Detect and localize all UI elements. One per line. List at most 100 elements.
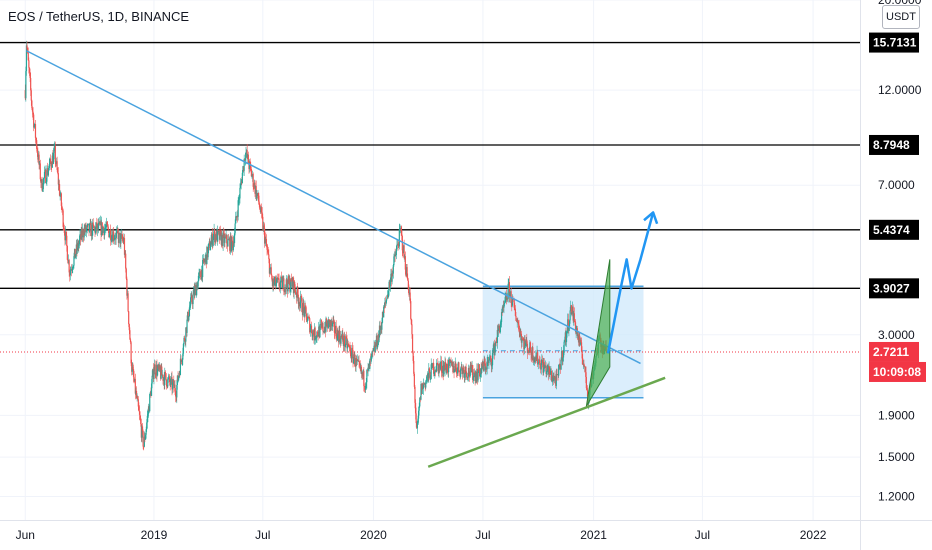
candle-body <box>390 273 393 282</box>
candle-body <box>440 361 443 372</box>
candle <box>347 339 349 353</box>
candle-body <box>579 340 581 345</box>
candle-body <box>389 279 391 287</box>
candle <box>325 316 327 333</box>
candle-body <box>47 171 49 175</box>
candle-body <box>479 368 482 378</box>
candle-body <box>194 285 197 288</box>
candle-body <box>498 325 500 329</box>
candle-body <box>428 368 430 378</box>
candle-body <box>560 359 562 370</box>
candle-body <box>81 229 83 238</box>
candle-body <box>346 338 348 349</box>
candle-body <box>43 171 46 178</box>
candle-body <box>65 231 67 236</box>
candle <box>108 231 111 239</box>
candle-body <box>66 246 68 260</box>
candle-body <box>118 232 120 243</box>
candle-body <box>120 233 123 235</box>
candle-body <box>373 345 375 349</box>
candle-body <box>212 234 215 241</box>
candle-body <box>111 234 113 241</box>
candle-body <box>164 371 166 386</box>
candle <box>57 167 59 191</box>
candle-body <box>336 336 338 341</box>
candle-body <box>239 187 241 199</box>
candle-body <box>76 242 79 251</box>
candle-body <box>528 351 530 353</box>
candle-body <box>263 225 265 229</box>
candle <box>108 229 110 238</box>
candle <box>113 226 115 245</box>
candle <box>361 369 363 380</box>
candle-body <box>397 243 399 246</box>
candle <box>172 378 174 394</box>
candle <box>73 252 75 269</box>
candle <box>370 355 372 364</box>
candle-body <box>108 233 111 238</box>
candle-body <box>336 329 338 341</box>
candle <box>531 351 533 363</box>
candle <box>564 336 566 343</box>
candle-body <box>220 232 222 245</box>
candle <box>312 329 314 336</box>
candle-body <box>548 366 550 375</box>
candle-body <box>459 371 461 377</box>
candle <box>350 351 352 363</box>
candle <box>156 364 159 377</box>
candle-body <box>428 368 430 373</box>
candle-body <box>162 377 165 381</box>
candle <box>497 323 500 338</box>
candle <box>381 317 383 335</box>
candle-body <box>184 340 186 342</box>
candle <box>73 248 76 259</box>
candle-body <box>174 384 176 392</box>
candle <box>463 365 465 374</box>
candle-body <box>348 344 350 346</box>
candle-body <box>574 320 576 323</box>
candle <box>453 361 455 379</box>
candle <box>215 232 217 244</box>
candle <box>219 230 221 241</box>
candle-body <box>585 376 587 389</box>
candle-body <box>69 272 71 276</box>
candle-body <box>583 365 586 367</box>
candle <box>363 367 365 392</box>
candle-body <box>482 366 485 371</box>
candle <box>303 299 305 313</box>
candle-body <box>64 231 67 241</box>
candle <box>29 68 31 82</box>
candle-body <box>522 339 524 341</box>
candle <box>566 326 568 338</box>
candle-body <box>68 260 70 273</box>
candle <box>87 223 89 228</box>
candle-body <box>440 361 442 366</box>
candle <box>511 300 513 312</box>
candle <box>491 362 493 372</box>
candle-body <box>517 320 519 322</box>
candle <box>514 302 516 311</box>
candle-body <box>559 364 561 368</box>
candle <box>283 289 286 295</box>
candle <box>487 356 489 366</box>
quote-currency-button[interactable]: USDT <box>882 5 920 29</box>
candle-body <box>556 374 559 375</box>
candle <box>201 269 203 282</box>
candle <box>77 240 79 252</box>
candle-body <box>419 397 421 407</box>
candle <box>522 336 524 341</box>
candle-body <box>361 372 363 375</box>
candle-body <box>431 363 433 365</box>
candle <box>570 300 572 311</box>
candle <box>368 361 370 369</box>
candle-body <box>57 170 59 174</box>
candle-body <box>212 240 214 246</box>
candle-body <box>236 215 239 217</box>
candle <box>264 223 266 248</box>
candle <box>268 258 271 278</box>
candle <box>341 330 343 340</box>
candle <box>514 305 516 317</box>
candle <box>248 160 250 174</box>
candle <box>116 225 118 234</box>
